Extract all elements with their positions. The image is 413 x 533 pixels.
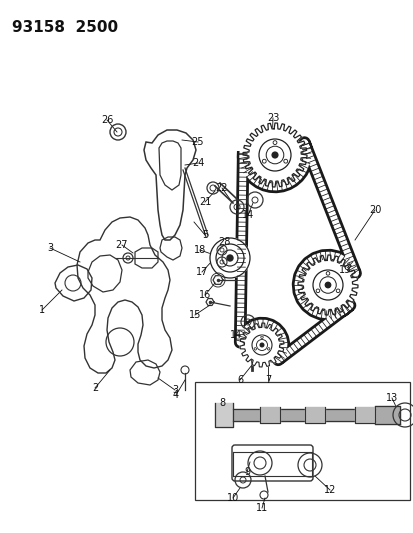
Text: 12: 12 [323, 485, 335, 495]
Circle shape [260, 336, 263, 338]
Text: 20: 20 [368, 205, 380, 215]
Text: 6: 6 [236, 375, 242, 385]
Circle shape [325, 272, 329, 275]
Text: 7: 7 [264, 375, 271, 385]
Circle shape [209, 238, 249, 278]
Text: 24: 24 [191, 158, 204, 168]
Polygon shape [240, 323, 283, 367]
Circle shape [312, 270, 342, 300]
Circle shape [325, 282, 330, 288]
Text: 16: 16 [198, 290, 211, 300]
Text: 22: 22 [215, 183, 228, 193]
Circle shape [316, 289, 319, 293]
Text: 1: 1 [39, 305, 45, 315]
Text: 93158  2500: 93158 2500 [12, 20, 118, 35]
Text: 9: 9 [243, 467, 249, 477]
Polygon shape [297, 255, 357, 315]
Text: 3: 3 [47, 243, 53, 253]
Text: 13: 13 [385, 393, 397, 403]
Text: 14: 14 [229, 330, 242, 340]
Circle shape [262, 159, 266, 163]
Text: 14: 14 [241, 210, 254, 220]
Text: 25: 25 [191, 137, 204, 147]
Text: 28: 28 [217, 237, 230, 247]
Circle shape [283, 159, 287, 163]
Text: 15: 15 [188, 310, 201, 320]
Text: 27: 27 [116, 240, 128, 250]
Text: 23: 23 [266, 113, 278, 123]
Circle shape [273, 141, 276, 144]
Text: 19: 19 [338, 265, 350, 275]
Text: 21: 21 [198, 197, 211, 207]
Text: 8: 8 [218, 398, 225, 408]
Text: 3: 3 [171, 385, 178, 395]
Circle shape [260, 343, 263, 347]
Polygon shape [242, 123, 306, 187]
Circle shape [271, 152, 277, 158]
Circle shape [259, 139, 290, 171]
Circle shape [226, 255, 233, 261]
Text: 17: 17 [195, 267, 208, 277]
Text: 11: 11 [255, 503, 268, 513]
Circle shape [254, 348, 256, 350]
Circle shape [267, 348, 269, 350]
Circle shape [252, 335, 271, 355]
Text: 26: 26 [101, 115, 113, 125]
Text: 5: 5 [202, 230, 208, 240]
Text: 4: 4 [173, 390, 179, 400]
Text: 10: 10 [226, 493, 239, 503]
Circle shape [335, 289, 339, 293]
Text: 2: 2 [92, 383, 98, 393]
Text: 18: 18 [193, 245, 206, 255]
